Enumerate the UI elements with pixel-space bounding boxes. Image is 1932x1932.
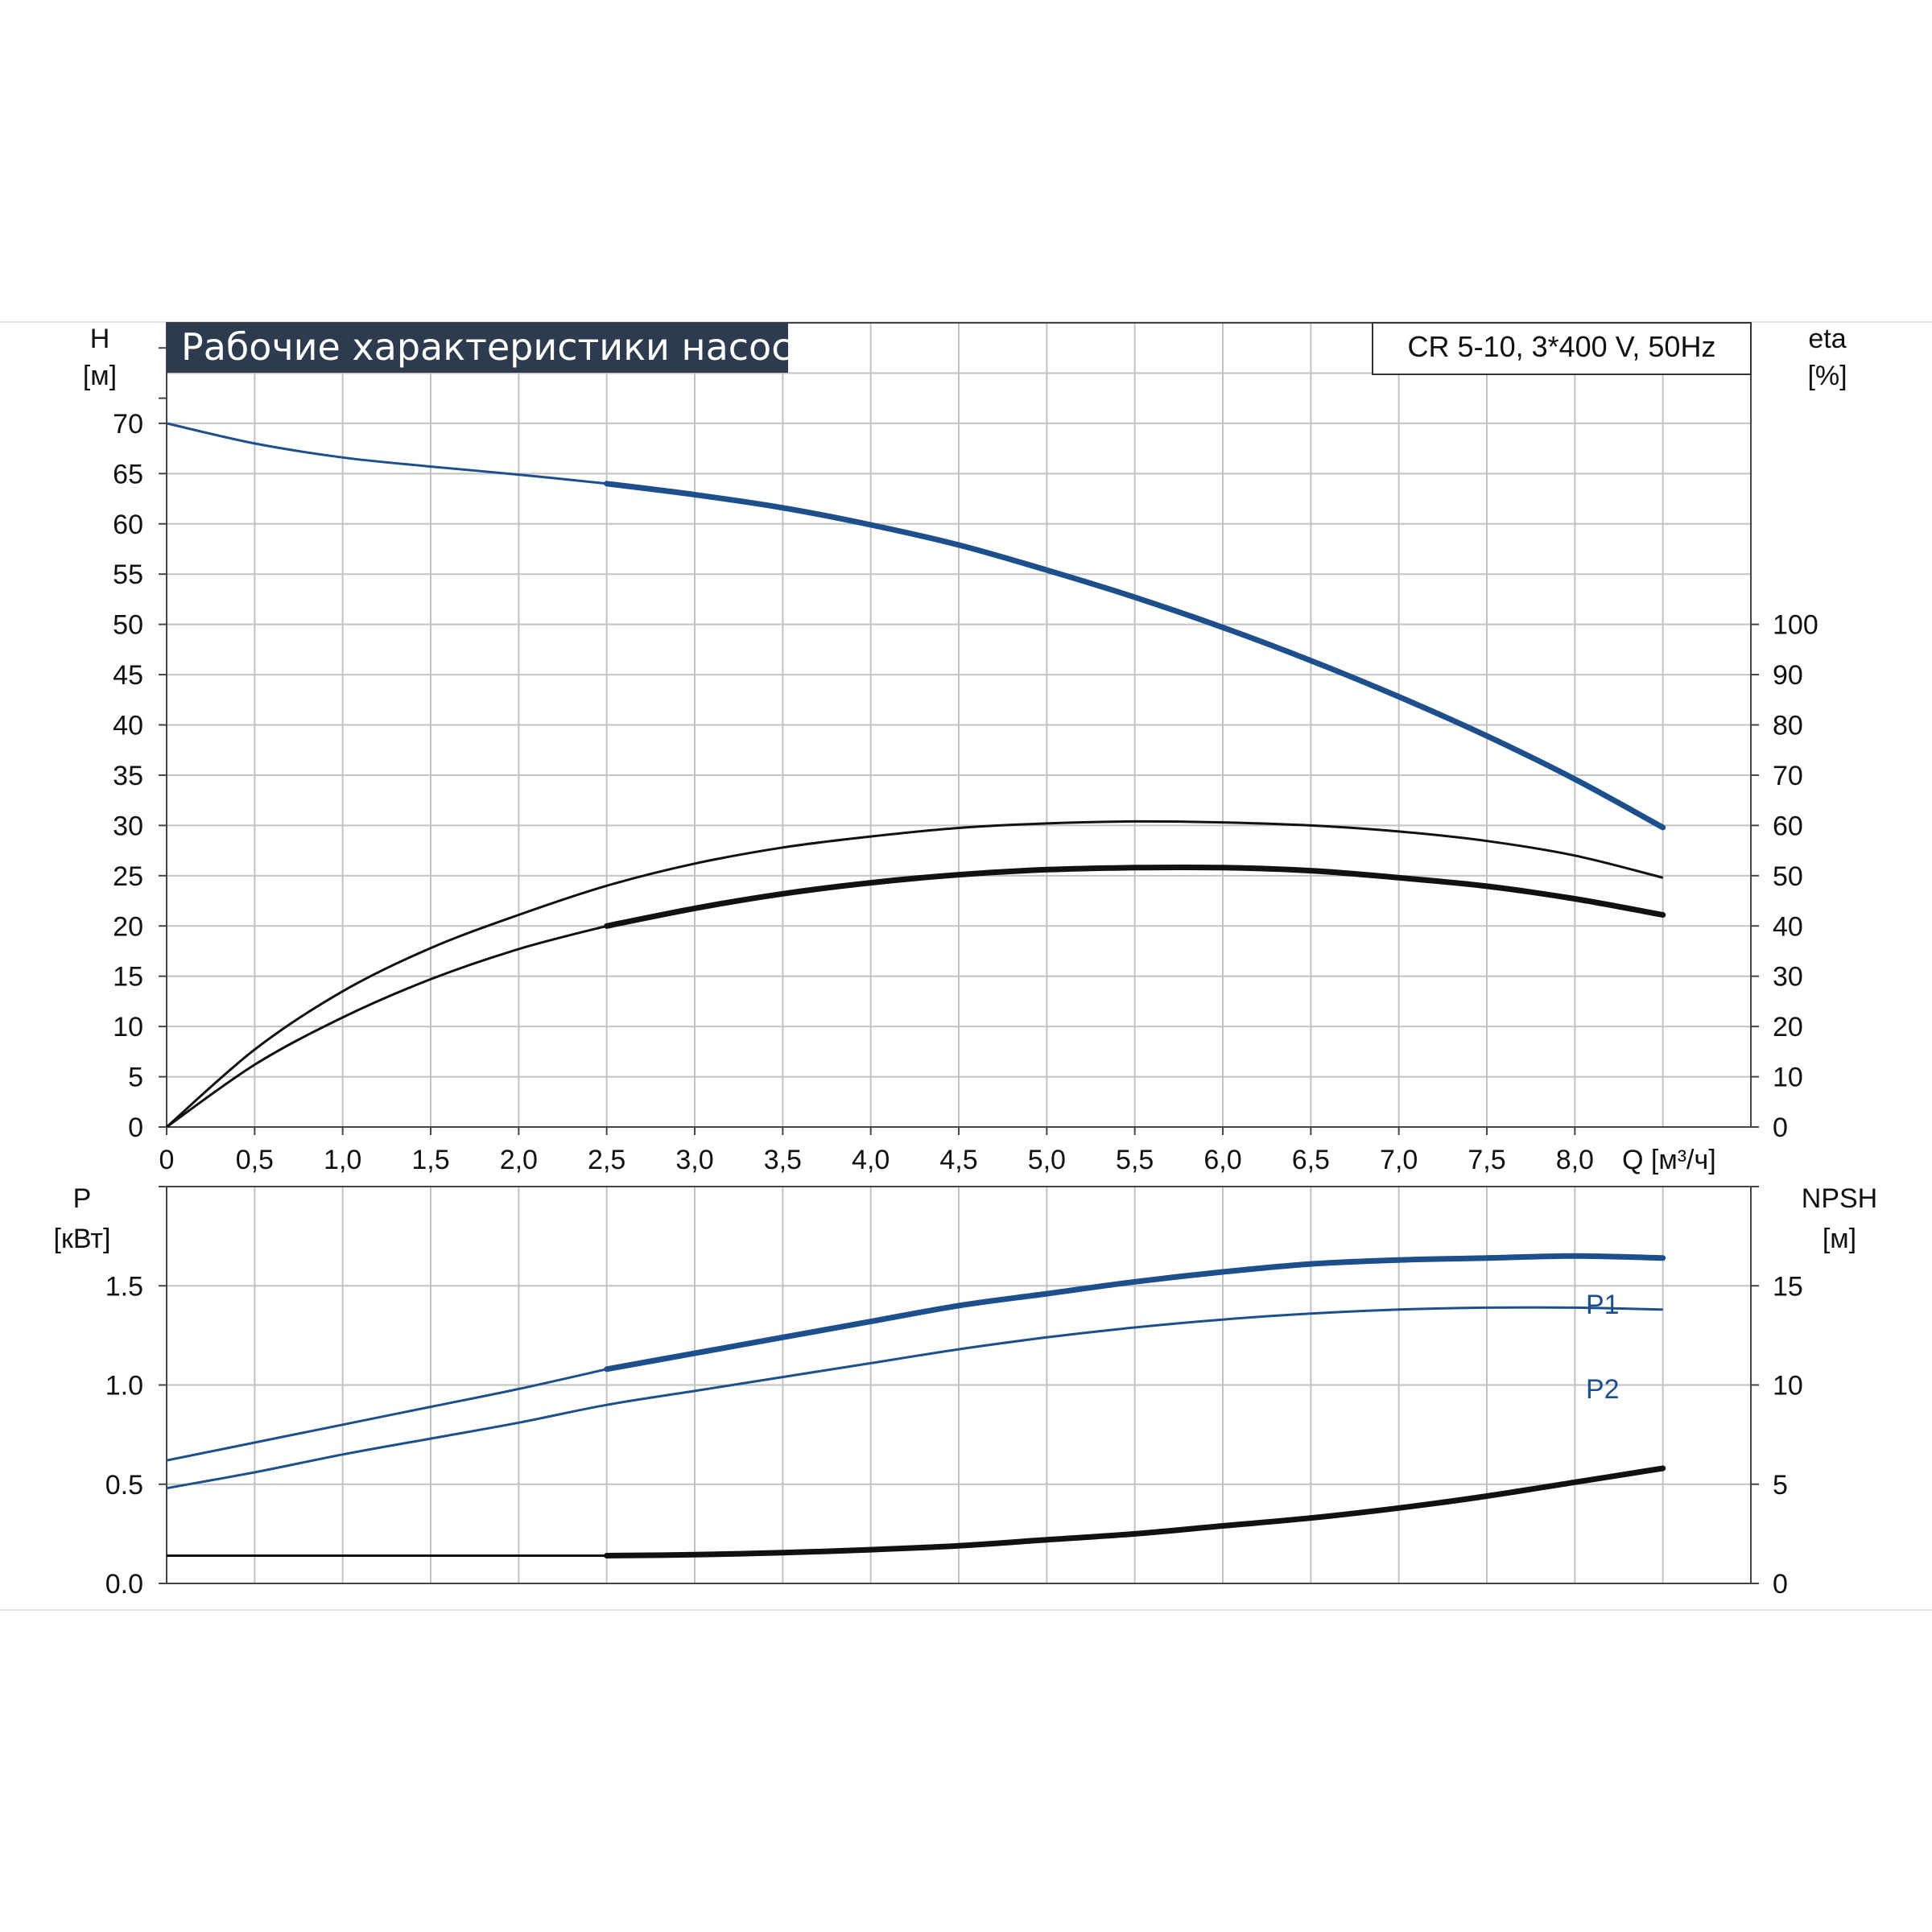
eta-tick-label: 30 [1773,962,1803,993]
p-tick-label: 1.0 [105,1371,143,1402]
q-tick-label: 5,5 [1116,1145,1154,1175]
upper-curves [166,422,1666,1129]
series-line-0-thick [604,481,1666,831]
eta-axis-unit: [%] [1807,361,1847,391]
lower-axis-ticks: 0.0 0.5 1.0 1.5 0 5 10 15 [105,1186,1803,1600]
p-tick-label: 1.5 [105,1271,143,1302]
eta-tick-label: 100 [1773,610,1818,641]
series-label-p1: P1 [1586,1290,1620,1320]
h-tick-label: 35 [113,761,143,791]
lower-curves [166,1253,1666,1558]
eta-tick-label: 20 [1773,1012,1803,1042]
h-tick-label: 5 [128,1063,143,1093]
series-line-2-thin [166,924,608,1129]
h-tick-label: 15 [113,962,143,993]
q-tick-label: 8,0 [1556,1145,1594,1175]
lower-series-line-2-thick [604,1465,1666,1558]
p-tick-label: 0.5 [105,1470,143,1501]
npsh-tick-label: 0 [1773,1569,1788,1600]
npsh-tick-label: 15 [1773,1271,1803,1302]
q-tick-label: 5,0 [1028,1145,1066,1175]
upper-axis-ticks: 0 5 10 15 20 25 30 35 40 45 50 55 60 65 70 0 10 20 30 40 50 6… [113,347,1818,1175]
lower-series-line-1-thin [166,1306,1663,1490]
model-label: CR 5-10, 3*400 V, 50Hz [1408,330,1716,363]
h-tick-label: 10 [113,1012,143,1042]
lower-series-line-0-thin [166,1368,608,1462]
eta-tick-label: 60 [1773,811,1803,841]
npsh-tick-label: 10 [1773,1371,1803,1402]
h-tick-label: 40 [113,711,143,741]
npsh-axis-unit: [м] [1823,1224,1856,1254]
h-tick-label: 30 [113,811,143,841]
h-axis-label: H [90,324,110,354]
chart-title: Рабочие характеристики насоса [181,325,815,369]
h-tick-label: 45 [113,660,143,691]
eta-tick-label: 90 [1773,660,1803,691]
npsh-axis-label: NPSH [1802,1183,1877,1214]
eta-tick-label: 50 [1773,861,1803,892]
series-line-2-thick [604,864,1666,929]
q-tick-label: 6,0 [1203,1145,1241,1175]
upper-grid [167,323,1751,1127]
q-tick-label: 3,0 [675,1145,713,1175]
p-axis-label: P [73,1183,92,1214]
p-axis-unit: [кВт] [54,1224,111,1254]
title-banner [167,323,788,373]
q-tick-label: 4,5 [939,1145,977,1175]
h-tick-label: 25 [113,861,143,892]
npsh-tick-label: 5 [1773,1470,1788,1501]
q-tick-label: 0,5 [236,1145,274,1175]
h-tick-label: 0 [128,1113,143,1143]
q-tick-label: 7,5 [1468,1145,1505,1175]
eta-tick-label: 10 [1773,1063,1803,1093]
eta-tick-label: 70 [1773,761,1803,791]
h-tick-label: 65 [113,459,143,489]
h-tick-label: 55 [113,559,143,590]
q-tick-label: 3,5 [764,1145,802,1175]
eta-tick-label: 0 [1773,1113,1788,1143]
q-tick-label: 1,5 [411,1145,449,1175]
h-axis-unit: [м] [83,361,117,391]
p-tick-label: 0.0 [105,1569,143,1600]
q-tick-label: 2,5 [588,1145,625,1175]
h-tick-label: 60 [113,510,143,540]
eta-tick-label: 40 [1773,911,1803,942]
eta-axis-label: eta [1808,324,1846,354]
q-axis-label: Q [м³/ч] [1622,1145,1716,1175]
q-tick-label: 6,5 [1292,1145,1330,1175]
lower-series-line-0-thick [604,1253,1666,1373]
eta-tick-label: 80 [1773,711,1803,741]
model-box [1372,322,1752,375]
lower-grid [167,1187,1751,1583]
series-line-0-thin [166,422,607,485]
series-line-1-thin [166,819,1664,1129]
series-label-p2: P2 [1586,1374,1620,1405]
q-tick-label: 0 [159,1145,175,1175]
h-tick-label: 50 [113,610,143,641]
q-tick-label: 1,0 [324,1145,361,1175]
h-tick-label: 70 [113,409,143,440]
q-tick-label: 2,0 [500,1145,538,1175]
q-tick-label: 4,0 [852,1145,890,1175]
q-tick-label: 7,0 [1380,1145,1418,1175]
h-tick-label: 20 [113,911,143,942]
